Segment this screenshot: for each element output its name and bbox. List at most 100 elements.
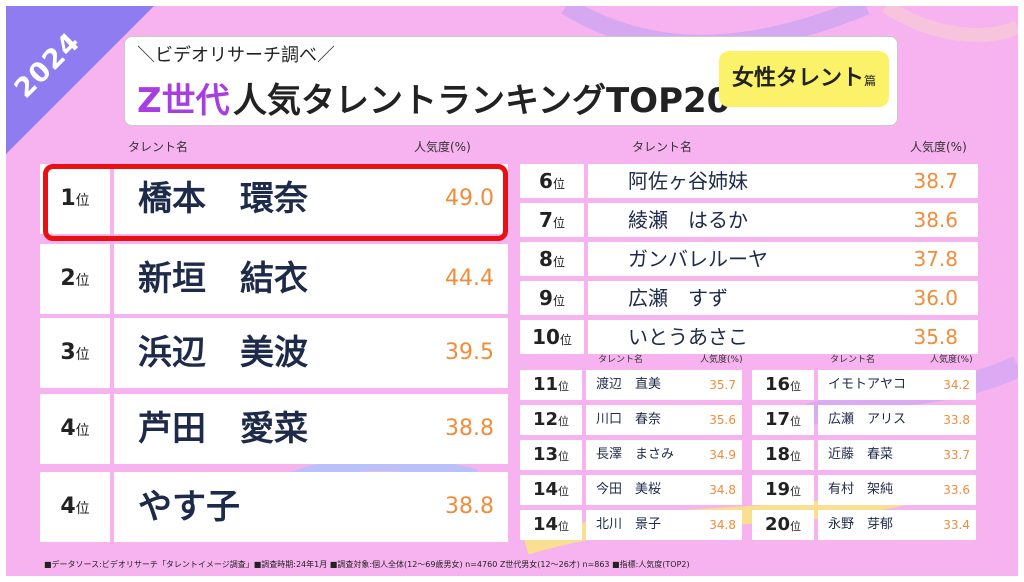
rank-number: 13 bbox=[532, 444, 559, 465]
talent-name: 長澤 まさみ bbox=[596, 447, 675, 462]
rank-number: 17 bbox=[764, 409, 791, 430]
header-name-col4: タレント名 bbox=[830, 355, 876, 365]
talent-name: 川口 春奈 bbox=[596, 412, 662, 427]
title-box: ＼ビデオリサーチ調べ／ Z世代 人気タレントランキングTOP20 女性タレント篇 bbox=[124, 36, 898, 126]
name-cell: 綾瀬 はるか 38.6 bbox=[588, 203, 978, 237]
popularity-value: 33.8 bbox=[943, 413, 970, 427]
rank-suffix: 位 bbox=[75, 193, 90, 209]
rank-suffix: 位 bbox=[790, 520, 802, 533]
rank-suffix: 位 bbox=[558, 415, 570, 428]
name-cell: 新垣 結衣 44.4 bbox=[114, 244, 508, 314]
header-name-col3: タレント名 bbox=[598, 355, 644, 365]
header-name-col1: タレント名 bbox=[128, 140, 189, 154]
popularity-value: 35.6 bbox=[709, 413, 736, 427]
rank-label: 10位 bbox=[520, 325, 584, 352]
badge-suffix: 篇 bbox=[864, 74, 877, 88]
rank-number: 12 bbox=[532, 409, 559, 430]
rank-cell: 16位 bbox=[752, 370, 814, 400]
rank-label: 8位 bbox=[520, 247, 584, 274]
subtitle: ＼ビデオリサーチ調べ／ bbox=[137, 45, 335, 66]
name-cell: 北川 景子 34.8 bbox=[586, 510, 742, 540]
rank-cell: 3位 bbox=[40, 318, 110, 388]
name-cell: イモトアヤコ 34.2 bbox=[818, 370, 976, 400]
talent-name: 綾瀬 はるか bbox=[628, 208, 748, 232]
rank-suffix: 位 bbox=[552, 294, 565, 308]
rank-cell: 8位 bbox=[520, 242, 584, 276]
rank-number: 3 bbox=[60, 340, 76, 365]
rank-label: 14位 bbox=[520, 514, 582, 538]
rank-cell: 14位 bbox=[520, 475, 582, 505]
rank-cell: 1位 bbox=[40, 164, 110, 234]
rank-suffix: 位 bbox=[552, 177, 565, 191]
name-cell: 渡辺 直美 35.7 bbox=[586, 370, 742, 400]
rank-suffix: 位 bbox=[552, 216, 565, 230]
rank-cell: 10位 bbox=[520, 320, 584, 354]
name-cell: いとうあさこ 35.8 bbox=[588, 320, 978, 354]
popularity-value: 34.9 bbox=[709, 448, 736, 462]
rank-cell: 4位 bbox=[40, 472, 110, 542]
rank-number: 14 bbox=[532, 514, 559, 535]
popularity-value: 37.8 bbox=[913, 247, 958, 271]
rank-suffix: 位 bbox=[75, 423, 90, 439]
rank-label: 16位 bbox=[752, 374, 814, 398]
popularity-value: 44.4 bbox=[445, 266, 494, 291]
popularity-value: 38.6 bbox=[913, 208, 958, 232]
rank-number: 20 bbox=[764, 514, 791, 535]
name-cell: 川口 春奈 35.6 bbox=[586, 405, 742, 435]
rank-suffix: 位 bbox=[790, 415, 802, 428]
rank-label: 3位 bbox=[40, 340, 110, 368]
rank-cell: 12位 bbox=[520, 405, 582, 435]
popularity-value: 38.8 bbox=[445, 416, 494, 441]
talent-name: 渡辺 直美 bbox=[596, 377, 662, 392]
talent-name: 浜辺 美波 bbox=[138, 333, 308, 373]
page-title: 人気タレントランキングTOP20 bbox=[233, 81, 731, 121]
header-name-col2: タレント名 bbox=[632, 140, 693, 154]
talent-name: 北川 景子 bbox=[596, 517, 662, 532]
rank-number: 18 bbox=[764, 444, 791, 465]
rank-label: 13位 bbox=[520, 444, 582, 468]
rank-suffix: 位 bbox=[75, 501, 90, 517]
rank-label: 12位 bbox=[520, 409, 582, 433]
rank-label: 14位 bbox=[520, 479, 582, 503]
rank-suffix: 位 bbox=[558, 520, 570, 533]
rank-label: 1位 bbox=[40, 186, 110, 214]
rank-number: 6 bbox=[539, 169, 553, 193]
rank-label: 20位 bbox=[752, 514, 814, 538]
talent-name: 広瀬 アリス bbox=[828, 412, 907, 427]
rank-number: 1 bbox=[60, 186, 76, 211]
rank-suffix: 位 bbox=[790, 485, 802, 498]
talent-name: 今田 美桜 bbox=[596, 482, 662, 497]
rank-label: 4位 bbox=[40, 416, 110, 444]
rank-cell: 18位 bbox=[752, 440, 814, 470]
rank-label: 2位 bbox=[40, 266, 110, 294]
badge-label: 女性タレント bbox=[731, 66, 864, 91]
rank-suffix: 位 bbox=[552, 255, 565, 269]
popularity-value: 33.4 bbox=[943, 518, 970, 532]
popularity-value: 39.5 bbox=[445, 340, 494, 365]
talent-name: イモトアヤコ bbox=[828, 377, 907, 392]
popularity-value: 35.8 bbox=[913, 325, 958, 349]
name-cell: 長澤 まさみ 34.9 bbox=[586, 440, 742, 470]
popularity-value: 38.8 bbox=[445, 494, 494, 519]
rank-suffix: 位 bbox=[558, 485, 570, 498]
popularity-value: 33.7 bbox=[943, 448, 970, 462]
name-cell: 広瀬 すず 36.0 bbox=[588, 281, 978, 315]
rank-number: 8 bbox=[539, 247, 553, 271]
header-value-col1: 人気度(%) bbox=[414, 140, 471, 154]
name-cell: 浜辺 美波 39.5 bbox=[114, 318, 508, 388]
title-gen-z: Z世代 bbox=[137, 81, 230, 121]
talent-name: 橋本 環奈 bbox=[138, 179, 308, 219]
rank-label: 6位 bbox=[520, 169, 584, 196]
rank-number: 7 bbox=[539, 208, 553, 232]
rank-number: 16 bbox=[764, 374, 791, 395]
top-rank-highlight bbox=[43, 164, 508, 241]
popularity-value: 49.0 bbox=[445, 186, 494, 211]
popularity-value: 33.6 bbox=[943, 483, 970, 497]
name-cell: 芦田 愛菜 38.8 bbox=[114, 394, 508, 464]
rank-number: 4 bbox=[60, 494, 76, 519]
rank-cell: 4位 bbox=[40, 394, 110, 464]
talent-name: 有村 架純 bbox=[828, 482, 894, 497]
rank-suffix: 位 bbox=[790, 450, 802, 463]
rank-suffix: 位 bbox=[75, 347, 90, 363]
rank-cell: 14位 bbox=[520, 510, 582, 540]
